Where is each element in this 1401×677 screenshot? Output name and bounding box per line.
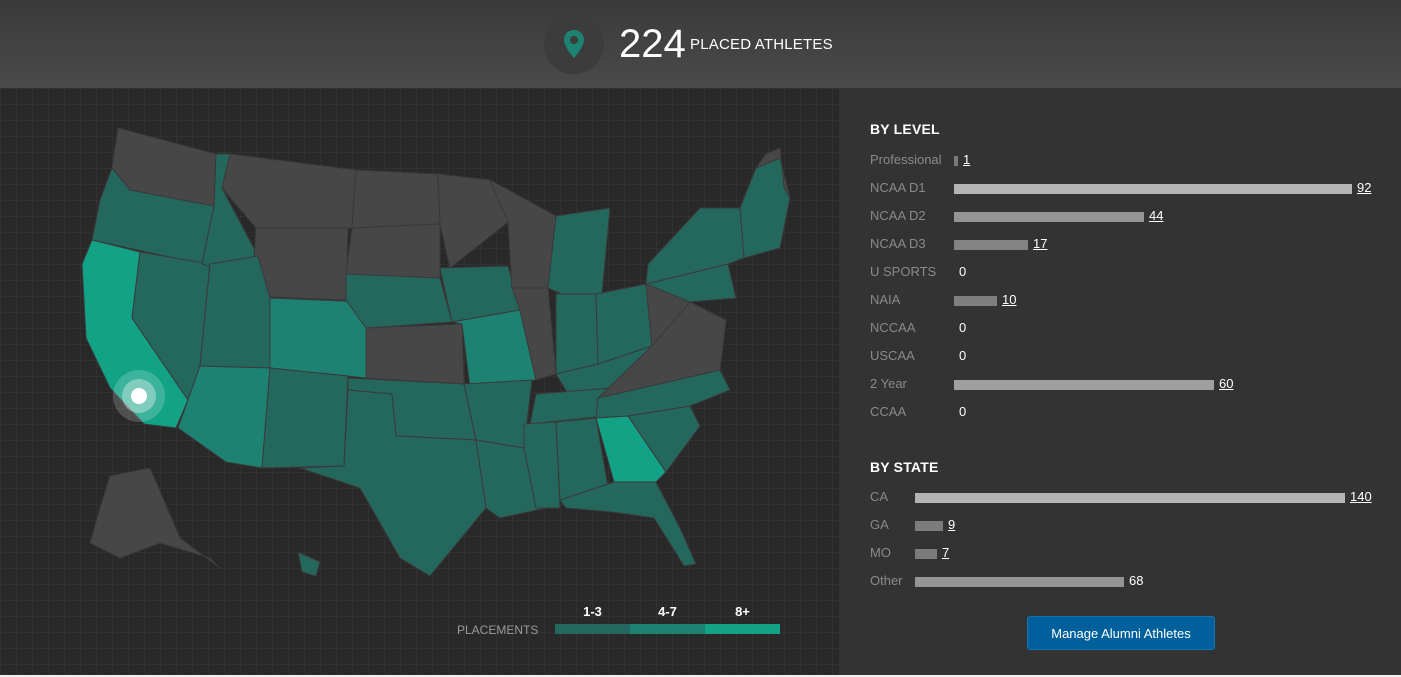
state-mt[interactable] xyxy=(221,153,357,229)
legend-swatch-mid xyxy=(630,624,705,634)
level-value[interactable]: 1 xyxy=(963,152,971,167)
level-row: NCAA D1 92 xyxy=(870,180,1390,200)
level-row: 2 Year 60 xyxy=(870,376,1390,396)
state-bar xyxy=(915,521,943,531)
legend-bin-label: 8+ xyxy=(735,604,750,619)
level-bar xyxy=(954,380,1214,390)
level-value: 0 xyxy=(959,320,967,335)
legend-bin-low: 1-3 xyxy=(555,602,630,636)
level-label: Professional xyxy=(870,152,942,167)
state-label: MO xyxy=(870,545,891,560)
state-va[interactable] xyxy=(596,301,727,399)
state-ak[interactable] xyxy=(89,467,221,569)
level-label: NCAA D2 xyxy=(870,208,926,223)
level-row: CCAA 0 xyxy=(870,404,1390,424)
level-row: NCAA D2 44 xyxy=(870,208,1390,228)
state-value: 68 xyxy=(1129,573,1144,588)
state-bar xyxy=(915,577,1124,587)
level-row: USCAA 0 xyxy=(870,348,1390,368)
state-in[interactable] xyxy=(555,293,599,375)
summary-header: 224 PLACED ATHLETES xyxy=(0,0,1401,88)
level-bar xyxy=(954,156,958,166)
map-pin-badge xyxy=(544,14,604,74)
state-value[interactable]: 140 xyxy=(1350,489,1372,504)
legend-bin-label: 4-7 xyxy=(658,604,677,619)
level-label: NCAA D1 xyxy=(870,180,926,195)
state-row: CA 140 xyxy=(870,489,1390,509)
level-value: 0 xyxy=(959,264,967,279)
level-value[interactable]: 10 xyxy=(1002,292,1017,307)
placed-athletes-count: 224 xyxy=(619,22,686,66)
by-state-title: BY STATE xyxy=(870,459,939,475)
legend-bin-label: 1-3 xyxy=(583,604,602,619)
level-label: NCCAA xyxy=(870,320,916,335)
level-value[interactable]: 60 xyxy=(1219,376,1234,391)
level-row: NCCAA 0 xyxy=(870,320,1390,340)
manage-alumni-athletes-button[interactable]: Manage Alumni Athletes xyxy=(1027,616,1215,650)
level-row: U SPORTS 0 xyxy=(870,264,1390,284)
level-label: NCAA D3 xyxy=(870,236,926,251)
state-value[interactable]: 7 xyxy=(942,545,950,560)
state-co[interactable] xyxy=(269,297,367,379)
level-bar xyxy=(954,212,1144,222)
level-value: 0 xyxy=(959,404,967,419)
legend-swatch-high xyxy=(705,624,780,634)
state-mi[interactable] xyxy=(547,207,611,295)
level-row: NAIA 10 xyxy=(870,292,1390,312)
state-fl[interactable] xyxy=(559,481,697,567)
level-row: Professional 1 xyxy=(870,152,1390,172)
map-pin-icon xyxy=(564,30,584,58)
location-marker-dot[interactable] xyxy=(131,388,147,404)
by-level-title: BY LEVEL xyxy=(870,121,940,137)
state-la[interactable] xyxy=(475,439,547,519)
placements-legend: 1-3 4-7 8+ xyxy=(555,602,780,636)
state-label: GA xyxy=(870,517,889,532)
level-label: CCAA xyxy=(870,404,907,419)
state-nm[interactable] xyxy=(261,367,349,469)
state-nd[interactable] xyxy=(351,169,441,229)
placement-map-panel: PLACEMENTS 1-3 4-7 8+ xyxy=(0,88,839,677)
state-bar xyxy=(915,493,1345,503)
state-label: Other xyxy=(870,573,903,588)
level-bar xyxy=(954,240,1028,250)
bottom-divider xyxy=(0,675,1401,677)
legend-swatch-low xyxy=(555,624,630,634)
level-value[interactable]: 92 xyxy=(1357,180,1372,195)
state-bar xyxy=(915,549,937,559)
level-label: NAIA xyxy=(870,292,901,307)
state-value[interactable]: 9 xyxy=(948,517,956,532)
legend-bin-mid: 4-7 xyxy=(630,602,705,636)
state-ms[interactable] xyxy=(523,421,561,509)
us-map xyxy=(81,127,791,577)
state-mn[interactable] xyxy=(437,173,509,269)
level-bar xyxy=(954,184,1352,194)
state-hi[interactable] xyxy=(297,551,321,577)
state-il[interactable] xyxy=(511,287,557,381)
legend-bin-high: 8+ xyxy=(705,602,780,636)
level-label: 2 Year xyxy=(870,376,907,391)
level-value[interactable]: 44 xyxy=(1149,208,1164,223)
level-value[interactable]: 17 xyxy=(1033,236,1048,251)
state-row: MO 7 xyxy=(870,545,1390,565)
state-row: Other 68 xyxy=(870,573,1390,593)
level-row: NCAA D3 17 xyxy=(870,236,1390,256)
state-me[interactable] xyxy=(754,147,791,199)
level-label: U SPORTS xyxy=(870,264,937,279)
level-bar xyxy=(954,296,997,306)
state-ks[interactable] xyxy=(365,323,465,385)
level-label: USCAA xyxy=(870,348,915,363)
state-ne[interactable] xyxy=(345,273,453,329)
state-ut[interactable] xyxy=(199,255,271,369)
placed-athletes-label: PLACED ATHLETES xyxy=(690,36,833,53)
state-tx[interactable] xyxy=(299,389,487,577)
state-row: GA 9 xyxy=(870,517,1390,537)
level-value: 0 xyxy=(959,348,967,363)
legend-label: PLACEMENTS xyxy=(457,623,539,637)
state-label: CA xyxy=(870,489,889,504)
state-sd[interactable] xyxy=(345,223,441,279)
stats-panel: BY LEVEL Professional 1 NCAA D1 92 NCAA D2 44… xyxy=(839,88,1401,675)
